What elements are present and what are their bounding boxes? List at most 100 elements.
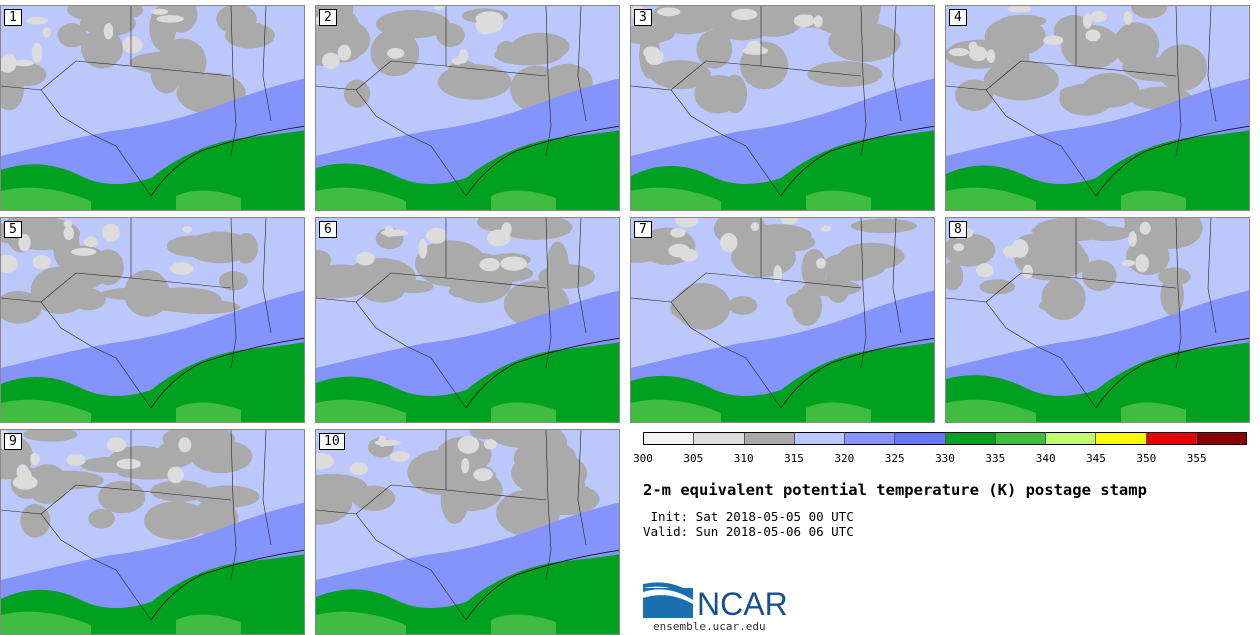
warm-field-patch [727, 296, 758, 315]
cool-field-patch [986, 49, 996, 64]
state-border [946, 297, 1097, 409]
gulf-high-theta [316, 130, 619, 210]
state-border [631, 85, 782, 197]
stamp-panel-3: 3 [630, 5, 935, 211]
warm-field-patch [498, 218, 573, 240]
colorbar-tick-label: 300 [633, 452, 653, 465]
warm-field-patch [649, 60, 711, 90]
cool-field-patch [32, 255, 52, 270]
state-border [892, 218, 902, 334]
state-border [316, 85, 467, 197]
high-theta-patch [1, 611, 91, 634]
stamp-panel-4: 4 [945, 5, 1250, 211]
cool-field-patch [1121, 259, 1135, 267]
colorbar-segment [1096, 433, 1147, 444]
warm-field-patch [1059, 86, 1087, 101]
cool-field-patch [483, 439, 497, 450]
warm-field-patch [1124, 218, 1187, 242]
coastline [465, 125, 619, 197]
warm-field-patch [436, 23, 465, 47]
warm-field-patch [218, 271, 249, 291]
warm-field-patch [67, 6, 144, 23]
map-field [1, 6, 304, 210]
cool-field-patch [178, 437, 192, 453]
coastline [150, 125, 304, 197]
cool-field-patch [731, 8, 758, 21]
state-border [1, 85, 152, 197]
gulf-high-theta [316, 342, 619, 422]
cool-field-patch [820, 225, 832, 232]
colorbar-segment [694, 433, 745, 444]
warm-field-patch [538, 263, 595, 289]
coastline [780, 337, 934, 409]
warm-field-patch [850, 218, 917, 234]
cool-field-patch [1, 254, 19, 273]
warm-field-patch [22, 430, 78, 442]
warm-field-patch [316, 264, 377, 291]
cool-field-patch [720, 232, 738, 253]
gulf-high-theta [1, 342, 304, 422]
stamp-panel-6: 6 [315, 217, 620, 423]
state-border [670, 272, 862, 303]
warm-field-patch [696, 29, 733, 69]
warm-field-patch [529, 482, 600, 516]
map-field [946, 218, 1249, 422]
cool-field-patch [675, 218, 699, 228]
cool-field-patch [1007, 6, 1032, 13]
warm-field-patch [150, 48, 183, 94]
colorbar-tick-label: 335 [985, 452, 1006, 465]
state-border [946, 85, 1097, 197]
cool-field-patch [1123, 10, 1133, 25]
warm-field-patch [811, 6, 880, 36]
map-field [316, 430, 619, 634]
colorbar-tick-label: 340 [1035, 452, 1056, 465]
cool-field-patch [63, 219, 73, 228]
cool-field-patch [12, 475, 38, 490]
cool-field-patch [1043, 35, 1064, 45]
cool-field-patch [953, 243, 965, 252]
colorbar-segment [744, 433, 795, 444]
cool-field-patch [1082, 13, 1093, 29]
cool-field-patch [167, 466, 184, 484]
warm-field-patch [57, 23, 87, 48]
colorbar-tick-label: 345 [1086, 452, 1106, 465]
high-theta-patch [316, 611, 406, 634]
warm-field-patch [791, 286, 823, 326]
state-border [577, 430, 587, 546]
state-border [1, 509, 152, 621]
cool-field-patch [71, 247, 97, 256]
state-border [355, 484, 547, 515]
cool-field-patch [356, 251, 375, 266]
cool-field-patch [381, 229, 408, 237]
colorbar-segment [995, 433, 1046, 444]
warm-field-patch [92, 249, 124, 286]
cool-field-patch [479, 258, 500, 272]
cool-field-patch [501, 222, 512, 236]
cool-field-patch [670, 227, 686, 238]
warm-field-patch [88, 508, 115, 529]
stamp-panel-7: 7 [630, 217, 935, 423]
high-theta-patch [1, 187, 91, 210]
high-theta-patch [1121, 402, 1186, 422]
cool-field-patch [750, 222, 760, 232]
cool-field-patch [83, 236, 99, 248]
warm-field-patch [316, 249, 332, 271]
state-border [40, 484, 232, 515]
panel-label: 3 [634, 9, 652, 26]
state-border [262, 6, 272, 122]
gulf-high-theta [631, 130, 934, 210]
cool-field-patch [1085, 29, 1101, 42]
colorbar-segment [1046, 433, 1097, 444]
high-theta-patch [1, 399, 91, 422]
stamp-panel-2: 2 [315, 5, 620, 211]
colorbar-segment [644, 433, 695, 444]
warm-field-patch [359, 276, 405, 303]
colorbar-segment [1196, 433, 1246, 444]
panel-label: 7 [634, 221, 652, 238]
cool-field-patch [451, 57, 464, 65]
state-border [262, 430, 272, 546]
cool-field-patch [657, 7, 681, 17]
state-border [985, 60, 1177, 91]
cool-field-patch [434, 6, 444, 11]
colorbar-segment [794, 433, 845, 444]
